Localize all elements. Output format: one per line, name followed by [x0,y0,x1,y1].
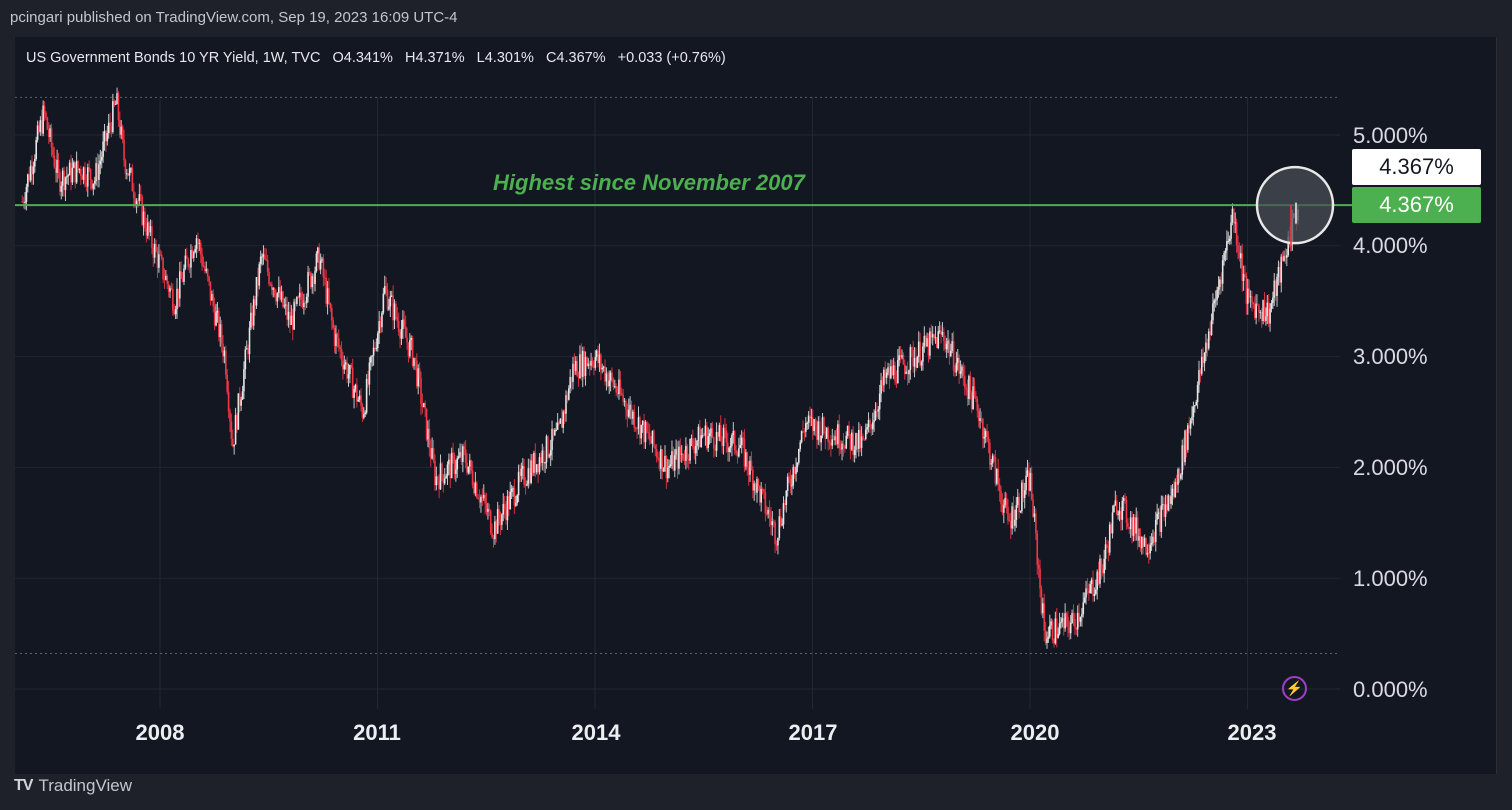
highest-since-annotation: Highest since November 2007 [493,170,805,195]
chart-panel[interactable]: US Government Bonds 10 YR Yield, 1W, TVC… [15,37,1497,774]
ohlc-open: O4.341% [332,50,393,66]
y-tick-label: 2.000% [1353,455,1428,480]
y-tick-label: 0.000% [1353,677,1428,702]
x-tick-label: 2014 [571,720,621,745]
x-tick-label: 2011 [353,720,401,745]
y-tick-label: 1.000% [1353,566,1428,591]
y-tick-label: 4.000% [1353,233,1428,258]
y-tick-label: 5.000% [1353,123,1428,148]
tradingview-footer: TV TradingView [14,776,132,796]
tradingview-logo-icon: TV [14,777,33,794]
x-tick-label: 2017 [788,720,838,745]
ohlc-close: C4.367% [545,50,606,66]
price-change: +0.033 (+0.76%) [617,50,726,66]
x-tick-label: 2020 [1010,720,1060,745]
x-tick-label: 2008 [135,720,185,745]
tradingview-brand: TradingView [38,776,133,795]
lightning-bolt-icon[interactable]: ⚡ [1282,676,1307,701]
price-chart[interactable] [15,37,1497,774]
last-price-tag: 4.367% [1352,149,1481,185]
symbol-name: US Government Bonds 10 YR Yield, 1W, TVC [26,50,321,66]
publisher-text: pcingari published on TradingView.com, S… [10,9,458,26]
symbol-legend: US Government Bonds 10 YR Yield, 1W, TVC… [26,50,734,66]
horizontal-line-price-tag: 4.367% [1352,187,1481,223]
x-tick-label: 2023 [1227,720,1277,745]
y-tick-label: 3.000% [1353,344,1428,369]
ohlc-low: L4.301% [476,50,534,66]
ohlc-high: H4.371% [404,50,465,66]
